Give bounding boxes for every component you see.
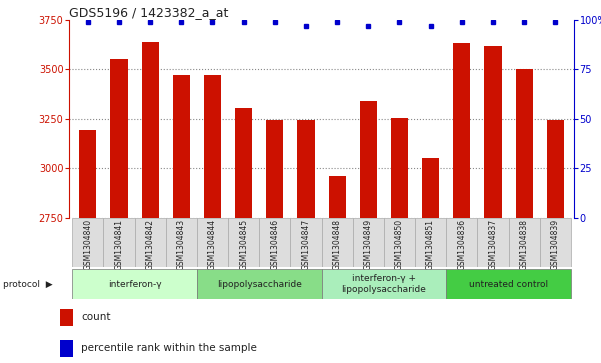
Bar	[103, 218, 135, 267]
Bar	[360, 101, 377, 363]
Text: GSM1304839: GSM1304839	[551, 219, 560, 270]
Text: GSM1304841: GSM1304841	[114, 219, 123, 270]
Bar	[446, 269, 571, 299]
Text: GSM1304836: GSM1304836	[457, 219, 466, 270]
Bar	[266, 120, 283, 363]
Bar	[197, 218, 228, 267]
Text: interferon-γ: interferon-γ	[108, 280, 162, 289]
Bar	[204, 76, 221, 363]
Bar	[172, 76, 190, 363]
Bar	[422, 158, 439, 363]
Text: GSM1304842: GSM1304842	[145, 219, 154, 270]
Text: GSM1304850: GSM1304850	[395, 219, 404, 270]
Bar	[111, 58, 127, 363]
Bar	[540, 218, 571, 267]
Bar	[235, 108, 252, 363]
Text: GSM1304840: GSM1304840	[84, 219, 93, 270]
Bar	[72, 218, 103, 267]
Text: GSM1304838: GSM1304838	[520, 219, 529, 270]
Bar	[484, 46, 501, 363]
Bar	[547, 120, 564, 363]
Bar	[228, 218, 259, 267]
Text: GSM1304845: GSM1304845	[239, 219, 248, 270]
Text: GSM1304848: GSM1304848	[332, 219, 341, 270]
Text: GSM1304844: GSM1304844	[208, 219, 217, 270]
Bar	[60, 339, 73, 357]
Bar	[516, 69, 532, 363]
Text: GDS5196 / 1423382_a_at: GDS5196 / 1423382_a_at	[69, 6, 228, 19]
Bar	[290, 218, 322, 267]
Bar	[453, 43, 471, 363]
Bar	[259, 218, 290, 267]
Bar	[60, 309, 73, 326]
Bar	[142, 42, 159, 363]
Bar	[297, 120, 314, 363]
Bar	[322, 218, 353, 267]
Text: count: count	[81, 312, 111, 322]
Bar	[415, 218, 446, 267]
Text: GSM1304837: GSM1304837	[489, 219, 498, 270]
Text: GSM1304847: GSM1304847	[302, 219, 311, 270]
Text: interferon-γ +
lipopolysaccharide: interferon-γ + lipopolysaccharide	[341, 274, 426, 294]
Text: GSM1304843: GSM1304843	[177, 219, 186, 270]
Bar	[329, 176, 346, 363]
Bar	[446, 218, 477, 267]
Bar	[72, 269, 197, 299]
Bar	[353, 218, 384, 267]
Bar	[135, 218, 166, 267]
Text: GSM1304849: GSM1304849	[364, 219, 373, 270]
Bar	[322, 269, 446, 299]
Bar	[508, 218, 540, 267]
Text: GSM1304846: GSM1304846	[270, 219, 279, 270]
Bar	[197, 269, 322, 299]
Bar	[477, 218, 508, 267]
Text: untreated control: untreated control	[469, 280, 548, 289]
Text: protocol  ▶: protocol ▶	[3, 280, 53, 289]
Bar	[391, 118, 408, 363]
Bar	[384, 218, 415, 267]
Bar	[79, 130, 96, 363]
Text: lipopolysaccharide: lipopolysaccharide	[217, 280, 302, 289]
Text: percentile rank within the sample: percentile rank within the sample	[81, 343, 257, 353]
Text: GSM1304851: GSM1304851	[426, 219, 435, 270]
Bar	[166, 218, 197, 267]
